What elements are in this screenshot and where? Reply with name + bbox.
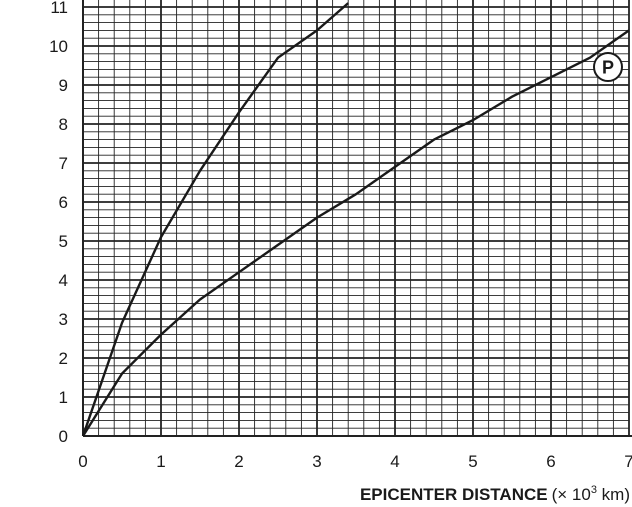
x-tick-label: 3 xyxy=(312,452,321,471)
y-tick-label: 1 xyxy=(59,388,68,407)
x-tick-label: 1 xyxy=(156,452,165,471)
y-tick-labels: 0 1 2 3 4 5 6 7 8 9 10 11 xyxy=(49,0,68,446)
y-tick-label: 4 xyxy=(59,271,68,290)
minor-grid xyxy=(83,0,629,436)
major-grid xyxy=(82,0,632,437)
x-tick-labels: 0 1 2 3 4 5 6 7 xyxy=(78,452,632,471)
x-axis-label: EPICENTER DISTANCE (× 103 km) xyxy=(360,484,630,504)
x-tick-label: 4 xyxy=(390,452,399,471)
x-axis-label-unit-prefix: (× 10 xyxy=(552,485,591,504)
x-tick-label: 0 xyxy=(78,452,87,471)
series-label-text: P xyxy=(602,58,614,78)
series-label-circle xyxy=(593,52,623,82)
y-tick-label: 6 xyxy=(59,193,68,212)
y-tick-label: 10 xyxy=(49,37,68,56)
series-0-line xyxy=(81,2,349,437)
y-tick-label: 5 xyxy=(59,232,68,251)
y-tick-label: 0 xyxy=(59,427,68,446)
x-axis-label-main: EPICENTER DISTANCE xyxy=(360,485,548,504)
y-tick-label: 11 xyxy=(50,0,68,17)
series-labels: P xyxy=(593,52,623,82)
series-1-line xyxy=(81,29,630,437)
x-tick-label: 5 xyxy=(468,452,477,471)
curves xyxy=(81,2,630,437)
y-tick-label: 8 xyxy=(59,115,68,134)
x-tick-label: 7 xyxy=(624,452,632,471)
y-tick-label: 7 xyxy=(59,154,68,173)
y-tick-label: 9 xyxy=(59,76,68,95)
x-axis-label-unit-suffix: km) xyxy=(597,485,630,504)
x-axis-label-unit-exp: 3 xyxy=(591,484,597,496)
y-tick-label: 2 xyxy=(59,349,68,368)
x-tick-label: 6 xyxy=(546,452,555,471)
y-tick-label: 3 xyxy=(59,310,68,329)
x-tick-label: 2 xyxy=(234,452,243,471)
